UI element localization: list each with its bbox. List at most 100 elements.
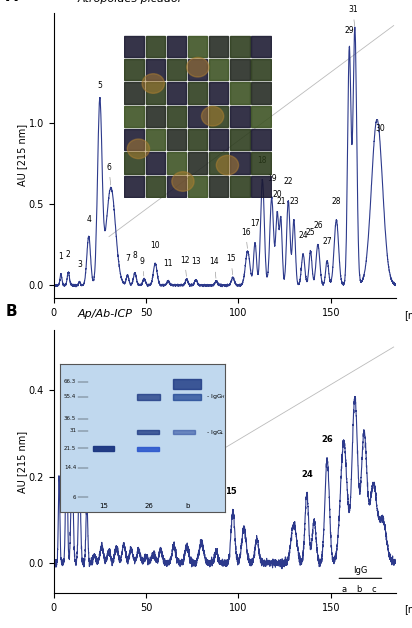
Bar — [209, 82, 228, 104]
Text: 21.5: 21.5 — [64, 446, 76, 451]
Bar — [230, 129, 250, 150]
Bar — [167, 36, 186, 57]
Bar — [167, 176, 186, 197]
Bar — [167, 129, 186, 150]
Text: 26: 26 — [321, 435, 333, 444]
Text: 14: 14 — [210, 257, 219, 278]
Bar — [124, 129, 144, 150]
Text: 16: 16 — [241, 227, 250, 249]
Bar — [230, 106, 250, 127]
Bar — [167, 59, 186, 80]
Text: 5: 5 — [97, 82, 102, 90]
Bar — [167, 106, 186, 127]
Bar — [188, 82, 207, 104]
Bar — [93, 447, 114, 450]
Text: 22: 22 — [283, 177, 293, 187]
Bar — [124, 59, 144, 80]
Text: Atropoides picadoi: Atropoides picadoi — [77, 0, 181, 4]
Text: [min]: [min] — [404, 310, 412, 320]
Bar — [230, 36, 250, 57]
Bar — [145, 106, 165, 127]
Text: 15: 15 — [99, 503, 108, 509]
Bar — [188, 176, 207, 197]
Text: 7: 7 — [125, 254, 130, 263]
Bar — [251, 59, 271, 80]
Bar — [251, 36, 271, 57]
Bar — [251, 106, 271, 127]
Text: 6: 6 — [107, 163, 112, 185]
Ellipse shape — [216, 155, 239, 175]
Bar — [188, 59, 207, 80]
Bar — [188, 106, 207, 127]
Text: [min]: [min] — [404, 604, 412, 614]
Bar — [209, 129, 228, 150]
Y-axis label: AU [215 nm]: AU [215 nm] — [17, 431, 27, 492]
Bar — [230, 176, 250, 197]
Text: 27: 27 — [322, 237, 332, 246]
Text: 8: 8 — [133, 251, 137, 260]
Text: B: B — [6, 304, 17, 319]
Text: 9: 9 — [140, 257, 145, 276]
Y-axis label: AU [215 nm]: AU [215 nm] — [17, 124, 27, 187]
Text: 14.4: 14.4 — [64, 465, 76, 470]
Text: 55.4: 55.4 — [64, 394, 76, 399]
Text: 25: 25 — [306, 227, 315, 237]
Ellipse shape — [187, 57, 209, 77]
Bar — [167, 153, 186, 174]
Text: b: b — [185, 503, 190, 509]
Text: 28: 28 — [332, 197, 341, 206]
Text: 2: 2 — [66, 251, 71, 259]
Text: 4: 4 — [86, 215, 91, 224]
Bar — [124, 176, 144, 197]
Text: c: c — [371, 585, 376, 594]
Text: 11: 11 — [164, 259, 173, 268]
Bar — [209, 153, 228, 174]
Bar — [145, 59, 165, 80]
Text: 19: 19 — [267, 174, 276, 183]
Text: a: a — [341, 585, 346, 594]
Text: 29: 29 — [344, 26, 354, 35]
Text: 17: 17 — [250, 220, 260, 229]
Text: A: A — [6, 0, 17, 4]
Text: 21: 21 — [276, 197, 286, 206]
Text: 26: 26 — [144, 503, 153, 509]
Text: Ap/Ab-ICP: Ap/Ab-ICP — [77, 309, 133, 319]
Bar — [251, 153, 271, 174]
Bar — [137, 447, 159, 452]
Text: 15: 15 — [225, 487, 237, 496]
Ellipse shape — [142, 73, 164, 94]
Text: 31: 31 — [69, 428, 76, 433]
Bar — [209, 106, 228, 127]
Text: 20: 20 — [272, 190, 282, 199]
Bar — [173, 379, 201, 389]
Text: 6: 6 — [73, 495, 76, 499]
Text: 24: 24 — [298, 231, 308, 240]
Bar — [145, 129, 165, 150]
Bar — [145, 36, 165, 57]
Bar — [209, 36, 228, 57]
Text: 23: 23 — [289, 197, 299, 206]
Text: 13: 13 — [191, 256, 201, 266]
Text: 24: 24 — [301, 470, 313, 479]
Bar — [145, 153, 165, 174]
Bar — [251, 129, 271, 150]
Text: 66.3: 66.3 — [64, 379, 76, 384]
Bar — [209, 176, 228, 197]
Ellipse shape — [201, 106, 224, 126]
Text: 26: 26 — [313, 221, 323, 230]
Ellipse shape — [127, 139, 150, 159]
Text: 18: 18 — [258, 156, 267, 165]
Text: 30: 30 — [376, 120, 386, 133]
Text: 15: 15 — [226, 254, 236, 275]
Text: - IgG$_L$: - IgG$_L$ — [206, 428, 225, 436]
Bar — [230, 82, 250, 104]
Bar — [188, 36, 207, 57]
Text: 36.5: 36.5 — [64, 416, 76, 421]
Text: b: b — [356, 585, 361, 594]
Bar — [137, 394, 160, 401]
Text: - IgG$_H$: - IgG$_H$ — [206, 392, 227, 401]
Bar — [188, 129, 207, 150]
Bar — [124, 106, 144, 127]
Bar — [188, 153, 207, 174]
Text: 31: 31 — [348, 5, 358, 26]
